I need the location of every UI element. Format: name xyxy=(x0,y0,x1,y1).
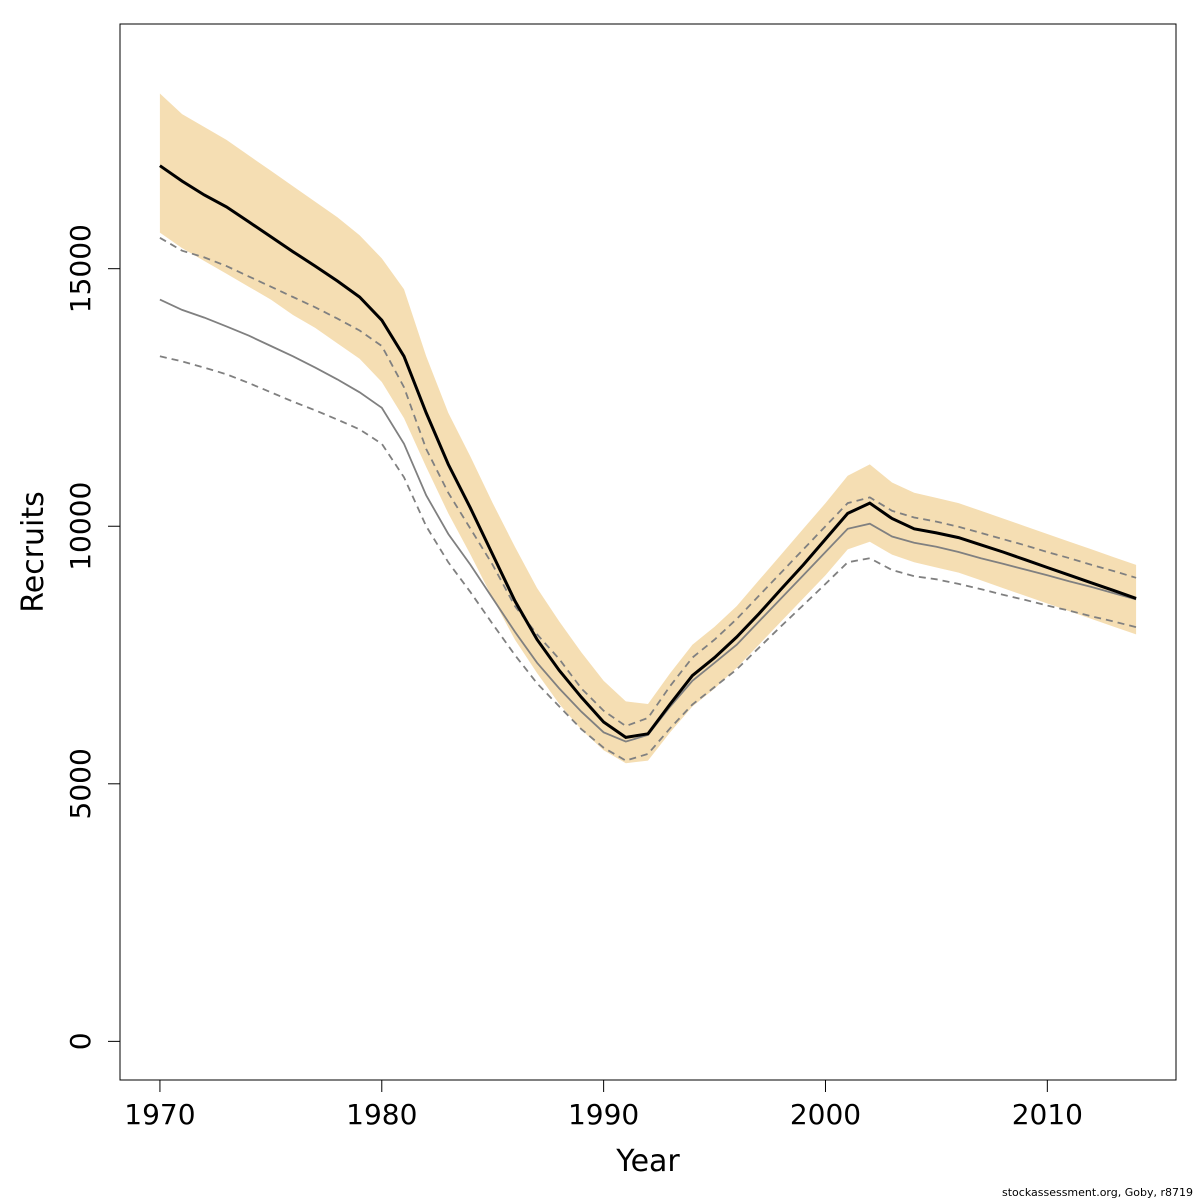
x-axis-title: Year xyxy=(615,1144,680,1179)
x-tick-label: 1970 xyxy=(124,1098,195,1131)
credit-text: stockassessment.org, Goby, r8719 xyxy=(1002,1186,1193,1199)
y-tick-label: 5000 xyxy=(64,748,97,819)
x-tick-label: 1980 xyxy=(346,1098,417,1131)
recruits-estimate-line xyxy=(159,164,1137,739)
y-tick-label: 15000 xyxy=(64,224,97,313)
axes-layer: 1970 1980 1990 2000 2010 0 5000 10000 15000 xyxy=(64,224,1083,1131)
x-tick-label: 2000 xyxy=(790,1098,861,1131)
x-tick-label: 2010 xyxy=(1012,1098,1083,1131)
estimate-confidence-band xyxy=(159,93,1137,764)
comparison-lower-bound-line xyxy=(159,355,1137,762)
series-lines-layer xyxy=(159,164,1137,762)
y-tick-label: 10000 xyxy=(64,482,97,571)
y-tick-label: 0 xyxy=(64,1032,97,1050)
confidence-band-layer xyxy=(159,93,1137,764)
comparison-upper-bound-line xyxy=(159,237,1137,728)
x-tick-label: 1990 xyxy=(568,1098,639,1131)
y-axis-title: Recruits xyxy=(16,491,51,613)
